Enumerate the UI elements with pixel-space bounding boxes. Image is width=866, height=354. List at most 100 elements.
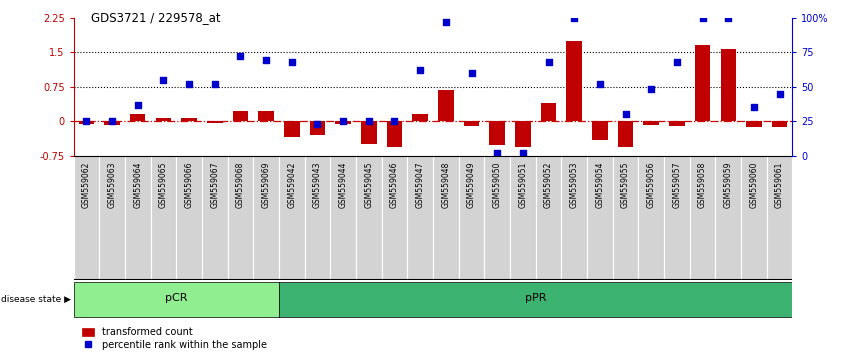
Text: GSM559051: GSM559051	[519, 162, 527, 209]
FancyBboxPatch shape	[382, 156, 407, 280]
Text: GSM559064: GSM559064	[133, 162, 142, 209]
FancyBboxPatch shape	[279, 282, 792, 316]
Text: GSM559065: GSM559065	[159, 162, 168, 209]
Point	[490, 150, 504, 156]
Point	[336, 118, 350, 124]
Point	[131, 102, 145, 108]
Text: GSM559054: GSM559054	[595, 162, 604, 209]
Legend: transformed count, percentile rank within the sample: transformed count, percentile rank withi…	[79, 324, 271, 354]
Text: GSM559049: GSM559049	[467, 162, 476, 209]
Bar	[258, 111, 274, 121]
FancyBboxPatch shape	[151, 156, 177, 280]
FancyBboxPatch shape	[228, 156, 253, 280]
Bar	[772, 121, 787, 127]
Point	[464, 70, 478, 76]
Point	[208, 81, 222, 87]
Bar	[489, 121, 505, 145]
Bar	[233, 111, 249, 121]
Text: GSM559052: GSM559052	[544, 162, 553, 209]
Point	[695, 15, 709, 21]
Bar	[182, 118, 197, 121]
Text: GSM559046: GSM559046	[390, 162, 399, 209]
Point	[747, 105, 761, 110]
Point	[388, 118, 402, 124]
Bar	[515, 121, 531, 147]
Text: GSM559067: GSM559067	[210, 162, 219, 209]
FancyBboxPatch shape	[484, 156, 510, 280]
Bar	[310, 121, 326, 135]
Point	[105, 118, 119, 124]
FancyBboxPatch shape	[74, 156, 100, 280]
Point	[259, 58, 273, 63]
Point	[182, 81, 196, 87]
FancyBboxPatch shape	[741, 156, 766, 280]
FancyBboxPatch shape	[561, 156, 587, 280]
Point	[644, 87, 658, 92]
FancyBboxPatch shape	[202, 156, 228, 280]
Text: GSM559069: GSM559069	[262, 162, 271, 209]
FancyBboxPatch shape	[766, 156, 792, 280]
FancyBboxPatch shape	[100, 156, 125, 280]
Text: GSM559057: GSM559057	[672, 162, 682, 209]
Bar	[284, 121, 300, 137]
Point	[362, 118, 376, 124]
Bar	[643, 121, 659, 125]
Point	[567, 15, 581, 21]
Text: GSM559045: GSM559045	[365, 162, 373, 209]
Point	[772, 91, 786, 96]
Bar	[156, 119, 171, 121]
Point	[311, 121, 325, 127]
FancyBboxPatch shape	[587, 156, 612, 280]
FancyBboxPatch shape	[74, 282, 279, 316]
Text: GSM559053: GSM559053	[570, 162, 578, 209]
Text: GSM559050: GSM559050	[493, 162, 501, 209]
Bar	[79, 121, 94, 124]
Bar	[566, 41, 582, 121]
Bar	[746, 121, 761, 127]
Bar	[464, 121, 479, 126]
FancyBboxPatch shape	[664, 156, 689, 280]
Bar	[207, 121, 223, 122]
Text: GSM559066: GSM559066	[184, 162, 194, 209]
Text: pPR: pPR	[525, 293, 546, 303]
Text: GSM559055: GSM559055	[621, 162, 630, 209]
Bar	[617, 121, 633, 147]
FancyBboxPatch shape	[330, 156, 356, 280]
Point	[234, 53, 248, 59]
Point	[618, 112, 632, 117]
Text: GSM559042: GSM559042	[288, 162, 296, 209]
FancyBboxPatch shape	[407, 156, 433, 280]
Text: GSM559044: GSM559044	[339, 162, 347, 209]
FancyBboxPatch shape	[715, 156, 741, 280]
Bar	[592, 121, 608, 139]
FancyBboxPatch shape	[536, 156, 561, 280]
FancyBboxPatch shape	[253, 156, 279, 280]
Text: GSM559062: GSM559062	[82, 162, 91, 209]
Point	[721, 15, 735, 21]
Text: GSM559056: GSM559056	[647, 162, 656, 209]
FancyBboxPatch shape	[279, 156, 305, 280]
FancyBboxPatch shape	[638, 156, 664, 280]
Bar	[669, 121, 684, 126]
Point	[439, 19, 453, 25]
Point	[80, 118, 94, 124]
FancyBboxPatch shape	[125, 156, 151, 280]
Bar	[695, 45, 710, 121]
FancyBboxPatch shape	[689, 156, 715, 280]
Point	[285, 59, 299, 65]
Point	[413, 67, 427, 73]
Bar	[105, 121, 120, 125]
Text: GDS3721 / 229578_at: GDS3721 / 229578_at	[91, 11, 221, 24]
FancyBboxPatch shape	[177, 156, 202, 280]
Point	[670, 59, 684, 65]
Text: GSM559043: GSM559043	[313, 162, 322, 209]
Text: GSM559063: GSM559063	[107, 162, 117, 209]
Point	[157, 77, 171, 83]
FancyBboxPatch shape	[356, 156, 382, 280]
Text: GSM559048: GSM559048	[442, 162, 450, 209]
FancyBboxPatch shape	[612, 156, 638, 280]
Point	[516, 150, 530, 156]
Bar	[438, 90, 454, 121]
Text: GSM559058: GSM559058	[698, 162, 707, 209]
Point	[593, 81, 607, 87]
